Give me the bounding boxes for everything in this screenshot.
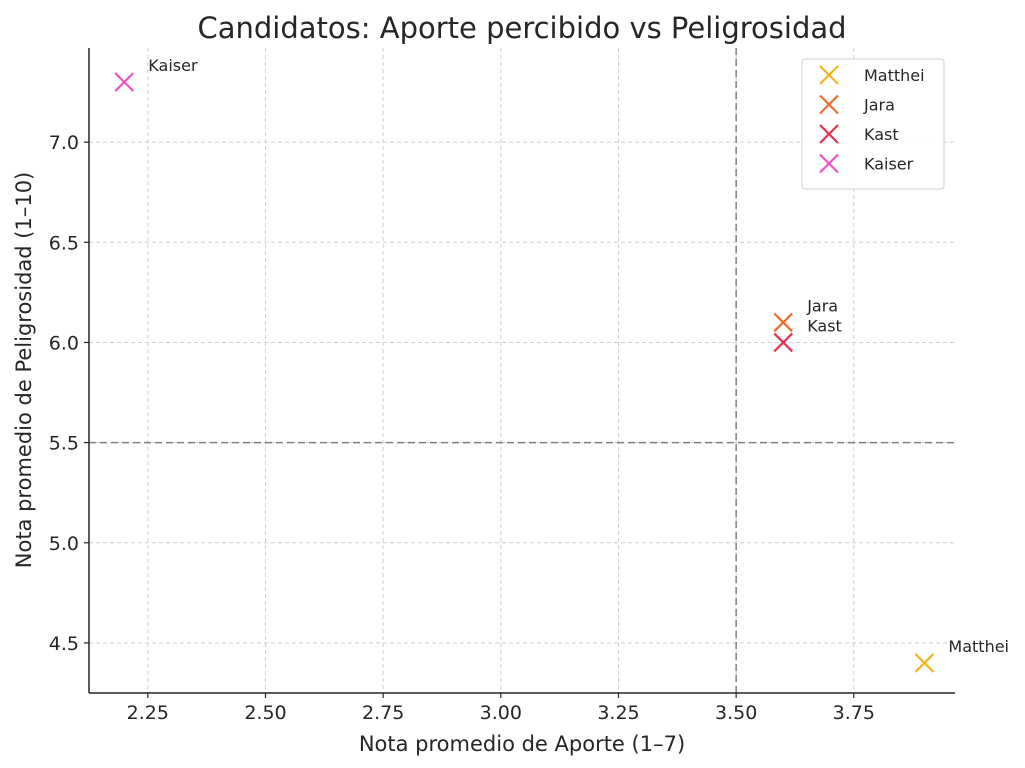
x-tick-label-3: 3.00 [480, 702, 522, 724]
legend-marker-3 [819, 153, 839, 174]
legend-label-1: Jara [863, 96, 895, 115]
y-tick-label-1: 5.0 [49, 533, 79, 555]
legend-label-3: Kaiser [864, 155, 914, 174]
point-annotation-2: Kast [807, 316, 842, 335]
y-axis-ticks: 4.5 5.0 5.5 6.0 6.5 7.0 [49, 132, 89, 655]
legend-label-2: Kast [864, 125, 899, 144]
y-axis-label: Nota promedio de Peligrosidad (1–10) [12, 172, 36, 568]
data-points [114, 72, 935, 673]
x-axis-ticks: 2.25 2.50 2.75 3.00 3.25 3.50 3.75 [127, 693, 875, 724]
chart-title: Candidatos: Aporte percibido vs Peligros… [197, 11, 846, 45]
data-point-2-0 [773, 332, 793, 353]
axes [88, 48, 955, 694]
x-tick-label-0: 2.25 [127, 702, 169, 724]
x-tick-label-6: 3.75 [833, 702, 875, 724]
x-axis-label: Nota promedio de Aporte (1–7) [359, 732, 685, 756]
y-tick-label-3: 6.0 [49, 332, 79, 354]
x-tick-label-1: 2.50 [244, 702, 286, 724]
data-point-0-0 [914, 653, 935, 673]
x-tick-label-2: 2.75 [362, 702, 404, 724]
reference-lines [89, 48, 955, 693]
point-annotation-3: Kaiser [148, 56, 198, 75]
legend-marker-2 [819, 124, 839, 144]
x-tick-label-5: 3.50 [715, 702, 757, 724]
y-tick-label-4: 6.5 [49, 232, 79, 254]
data-point-3-0 [114, 72, 135, 92]
data-point-1-0 [773, 312, 793, 333]
y-tick-label-2: 5.5 [49, 433, 79, 455]
y-tick-label-5: 7.0 [49, 132, 79, 154]
legend-marker-1 [819, 94, 839, 115]
legend-label-0: Matthei [864, 66, 925, 85]
legend: Matthei Jara Kast Kaiser [801, 58, 945, 190]
point-annotation-1: Jara [806, 296, 838, 315]
y-tick-label-0: 4.5 [49, 633, 79, 655]
x-tick-label-4: 3.25 [597, 702, 639, 724]
point-annotation-0: Matthei [948, 637, 1009, 656]
legend-marker-0 [819, 65, 839, 85]
